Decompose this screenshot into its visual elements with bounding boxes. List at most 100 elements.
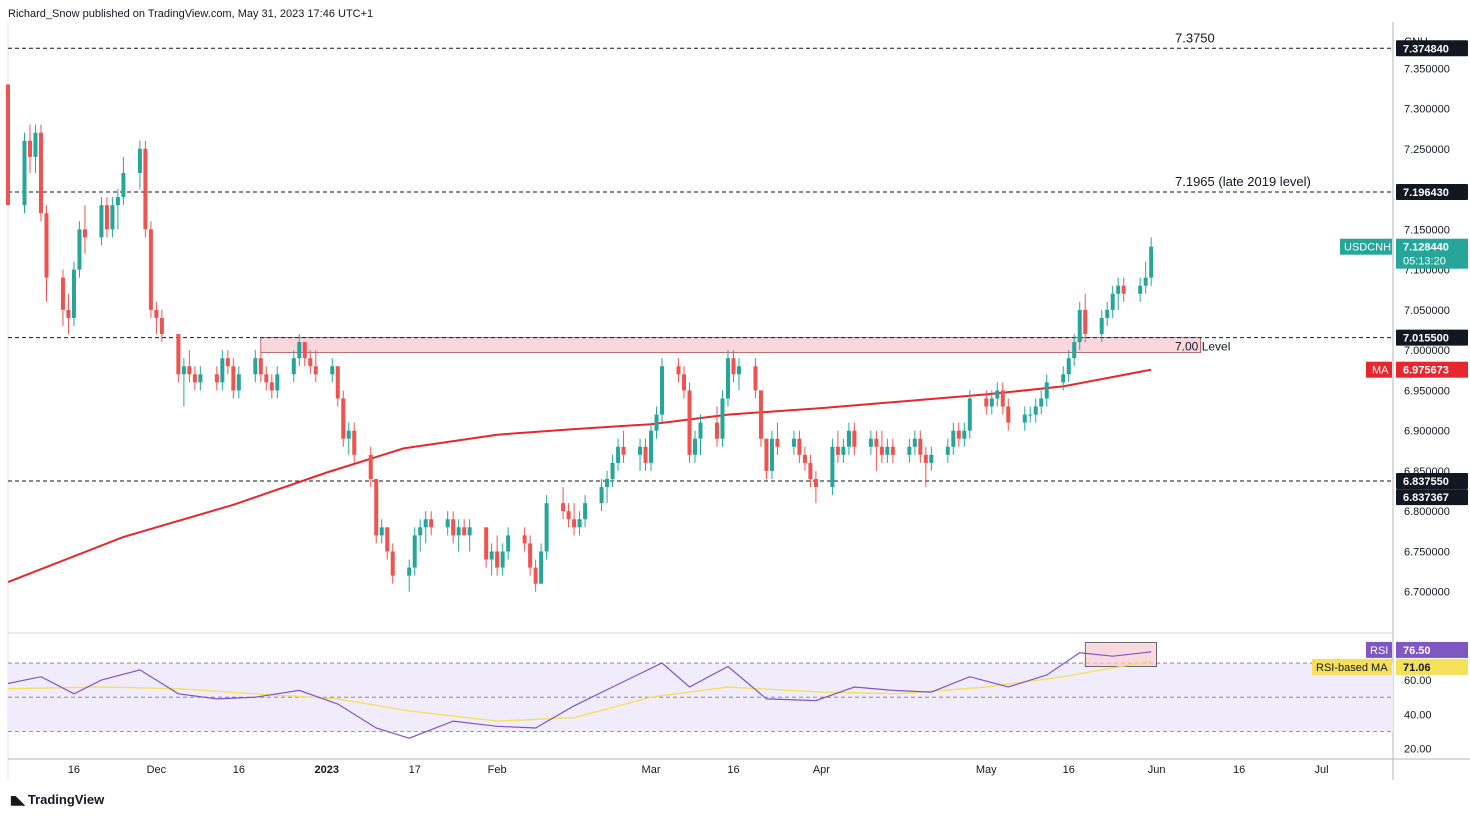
candle-body [649, 430, 654, 463]
rsi-tick-label: 60.00 [1404, 675, 1432, 687]
candle-body [489, 551, 494, 560]
candle-body [676, 366, 681, 375]
candle-body [731, 358, 736, 375]
price-tick-label: 6.950000 [1404, 385, 1450, 397]
candle-body [220, 358, 225, 383]
candle-body [27, 140, 32, 157]
candle-body [561, 503, 566, 512]
candle-body [813, 478, 818, 488]
candle-body [1138, 285, 1143, 294]
candle-body [852, 430, 857, 447]
rsi-tick-label: 40.00 [1404, 709, 1432, 721]
candle-body [330, 366, 335, 375]
candle-body [1061, 374, 1066, 383]
candle-body [352, 430, 357, 455]
candle-body [868, 438, 873, 447]
candle-body [302, 342, 307, 359]
candle-body [390, 551, 395, 576]
candle-body [830, 446, 835, 488]
candle-body [38, 132, 43, 214]
candle-body [1044, 382, 1049, 399]
time-tick-label: Feb [488, 764, 507, 776]
candle-body [769, 438, 774, 471]
price-label-box [1396, 40, 1468, 57]
candle-body [1149, 246, 1154, 278]
countdown-text: 05:13:20 [1403, 256, 1446, 268]
candle-body [753, 366, 758, 391]
candle-body [192, 374, 197, 383]
candle-body [1000, 390, 1005, 407]
ma-tag-box [1366, 361, 1392, 378]
candle-body [791, 438, 796, 447]
candle-body [71, 269, 76, 318]
time-tick-label: 16 [727, 764, 739, 776]
level-annotation: 7.00 Level [1175, 340, 1230, 354]
candle-body [539, 551, 544, 584]
publisher-line: Richard_Snow published on TradingView.co… [8, 8, 374, 20]
candle-body [890, 446, 895, 455]
rsi-value-box [1396, 641, 1468, 658]
candle-body [231, 366, 236, 391]
candle-body [764, 438, 769, 471]
candle-body [374, 478, 379, 536]
candle-body [462, 527, 467, 536]
price-tick-label: 6.750000 [1404, 546, 1450, 558]
candle-body [1033, 406, 1038, 415]
candle-body [522, 535, 527, 544]
tradingview-brand[interactable]: ▮◣ TradingView [10, 792, 104, 807]
symbol-tag-box [1340, 238, 1392, 255]
rsi-ma-value-text: 71.06 [1403, 662, 1431, 674]
price-tick-label: 7.150000 [1404, 224, 1450, 236]
candle-body [736, 366, 741, 375]
candle-body [291, 358, 296, 375]
candle-body [346, 430, 351, 439]
time-tick-label: Jun [1148, 764, 1166, 776]
candle-body [918, 438, 923, 455]
price-tick-label: 7.300000 [1404, 104, 1450, 116]
candle-body [682, 374, 687, 391]
time-tick-label: Dec [147, 764, 167, 776]
candle-body [945, 446, 950, 455]
candle-body [693, 438, 698, 455]
candle-body [995, 390, 1000, 399]
candle-body [660, 366, 665, 415]
last-price-text: 7.128440 [1403, 242, 1449, 254]
rsi-ma-tag-text: RSI-based MA [1316, 662, 1388, 674]
candle-body [720, 398, 725, 439]
candle-body [1028, 414, 1033, 416]
price-label-box [1396, 472, 1468, 489]
candle-body [1099, 317, 1104, 335]
candle-body [506, 535, 511, 552]
candle-body [808, 462, 813, 479]
candle-body [923, 454, 928, 463]
rsi-tick-label: 20.00 [1404, 743, 1432, 755]
price-tick-label: 7.050000 [1404, 305, 1450, 317]
candle-body [912, 438, 917, 447]
candle-body [154, 309, 159, 318]
candle-body [638, 446, 643, 455]
time-tick-label: 17 [409, 764, 421, 776]
level-annotation: 7.1965 (late 2019 level) [1175, 174, 1311, 189]
last-price-box [1396, 238, 1468, 269]
candle-body [544, 503, 549, 552]
candle-body [1066, 358, 1071, 375]
tradingview-logo-icon: ▮◣ [10, 792, 25, 807]
candle-body [1143, 277, 1148, 286]
candle-body [341, 398, 346, 439]
candle-body [429, 519, 434, 528]
time-tick-label: May [976, 764, 997, 776]
candle-body [264, 374, 269, 383]
candle-body [984, 398, 989, 407]
candle-body [258, 358, 263, 375]
rsi-tag-text: RSI [1370, 645, 1388, 657]
candle-body [181, 366, 186, 375]
candle-body [929, 454, 934, 463]
candle-body [121, 172, 126, 198]
rsi-line [7, 651, 1152, 739]
candle-body [495, 551, 500, 568]
candle-body [775, 438, 780, 447]
candle-body [610, 462, 615, 479]
price-label-text: 7.196430 [1403, 187, 1449, 199]
candle-body [962, 430, 967, 439]
